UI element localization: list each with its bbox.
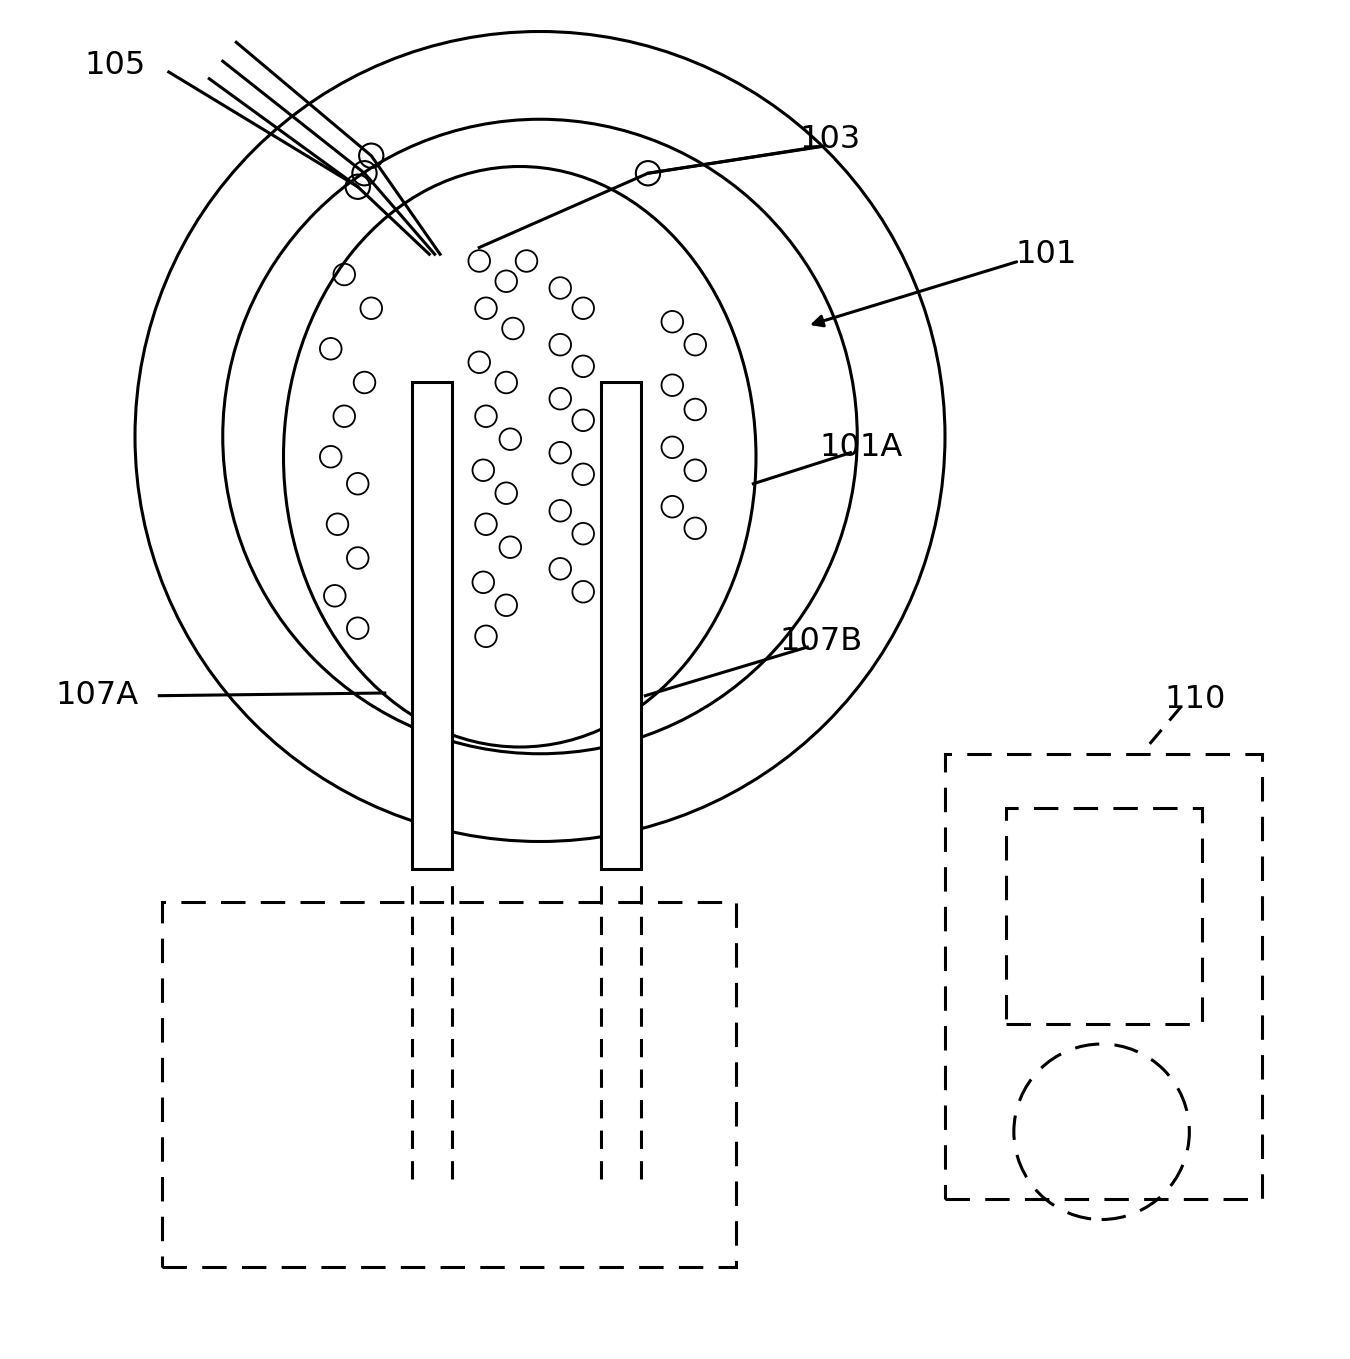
Text: 105: 105 <box>84 50 146 80</box>
Text: 103: 103 <box>799 124 861 155</box>
Text: 101: 101 <box>1015 239 1077 269</box>
Text: 107B: 107B <box>779 626 863 658</box>
Polygon shape <box>412 382 452 868</box>
Text: 107A: 107A <box>55 681 139 711</box>
Text: 110: 110 <box>1164 684 1226 715</box>
Polygon shape <box>601 382 641 868</box>
Text: 101A: 101A <box>819 432 903 463</box>
